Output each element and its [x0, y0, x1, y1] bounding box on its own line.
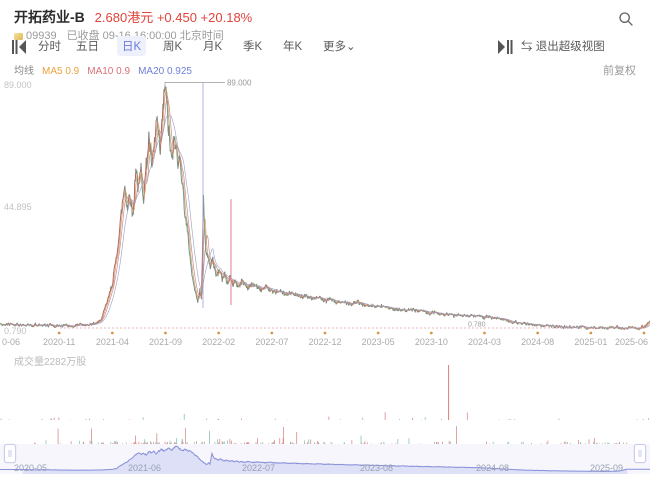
svg-text:89.000: 89.000	[227, 78, 252, 87]
svg-text:0.780: 0.780	[468, 322, 486, 329]
